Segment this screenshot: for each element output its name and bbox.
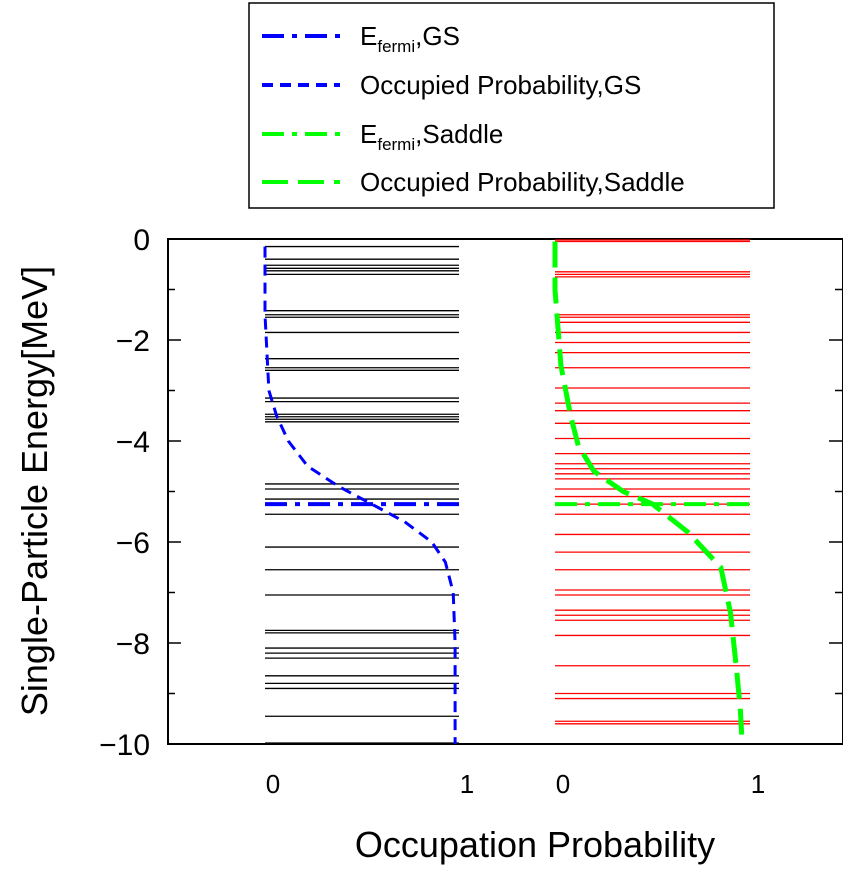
- y-tick-label: −8: [116, 628, 150, 661]
- x-tick-label: 0: [556, 769, 570, 799]
- legend: Efermi,GS Occupied Probability,GS Efermi,S…: [248, 2, 775, 209]
- legend-label: Occupied Probability,Saddle: [360, 167, 685, 197]
- legend-label: Efermi,Saddle: [360, 119, 503, 154]
- legend-label: Occupied Probability,GS: [360, 70, 641, 100]
- y-axis-title: Single-Particle Energy[MeV]: [14, 266, 55, 716]
- legend-label: Efermi,GS: [360, 21, 460, 56]
- curves-layer: [263, 241, 750, 745]
- x-axis-title: Occupation Probability: [355, 824, 715, 865]
- y-tick-label: −4: [116, 426, 150, 459]
- occupation-curve-saddle: [552, 241, 745, 745]
- ticks-layer: 0 1 0 1 0 −2 −4 −6 −8 −10: [99, 224, 843, 799]
- y-tick-label: 0: [133, 224, 150, 257]
- y-tick-label: −10: [99, 729, 150, 762]
- occupation-curve-gs: [263, 246, 457, 744]
- x-tick-label: 1: [460, 769, 474, 799]
- x-tick-label: 0: [266, 769, 280, 799]
- y-tick-label: −6: [116, 527, 150, 560]
- levels-layer: [265, 239, 750, 744]
- y-tick-label: −2: [116, 325, 150, 358]
- x-tick-label: 1: [751, 769, 765, 799]
